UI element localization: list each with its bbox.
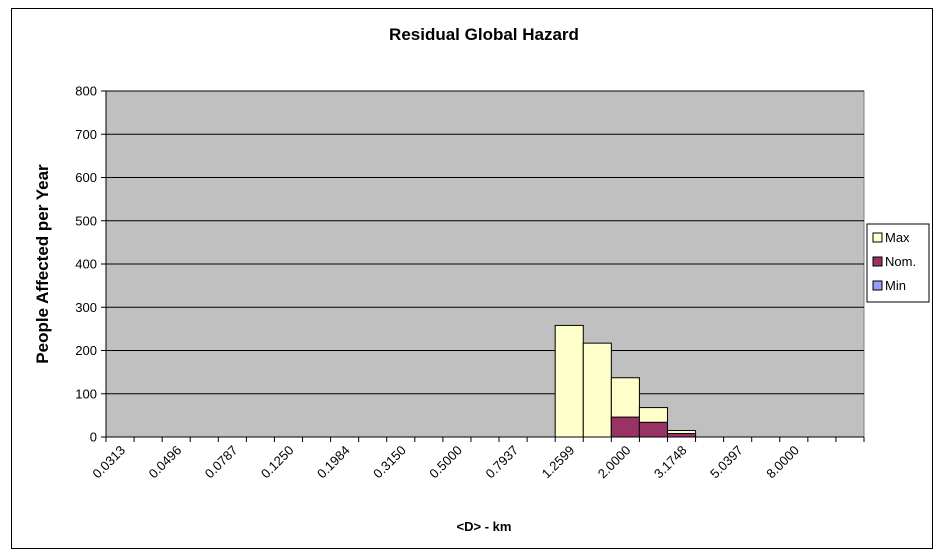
plot-area: 0 100 200 300 400 500 600 700 800 0.0313 0.0496 0.0… [75, 84, 865, 482]
y-tick-label: 600 [75, 170, 97, 185]
y-tick-label: 700 [75, 127, 97, 142]
x-tick-label: 0.0496 [146, 443, 185, 482]
bar-nom [638, 421, 668, 438]
legend-swatch-max [872, 232, 883, 243]
x-tick-label: 2.0000 [595, 443, 634, 482]
chart-title: Residual Global Hazard [389, 25, 579, 44]
x-tick-label: 0.3150 [370, 443, 409, 482]
bar-nom [610, 416, 640, 438]
legend-label-min: Min [885, 278, 906, 293]
bar-nom [666, 433, 697, 438]
x-tick-label: 0.1250 [258, 443, 297, 482]
y-tick-label: 800 [75, 84, 97, 99]
x-tick-label: 5.0397 [707, 443, 746, 482]
legend-label-max: Max [885, 230, 910, 245]
x-tick-label: 0.0787 [202, 443, 241, 482]
y-tick-label: 400 [75, 257, 97, 272]
x-tick-label: 0.7937 [482, 443, 521, 482]
legend-swatch-min [872, 280, 883, 291]
y-tick-label: 500 [75, 213, 97, 228]
legend-label-nom: Nom. [885, 254, 916, 269]
x-axis-label: <D> - km [457, 519, 512, 534]
y-axis-label: People Affected per Year [33, 164, 52, 364]
x-tick-label: 0.0313 [89, 443, 128, 482]
x-tick-label: 1.2599 [539, 443, 578, 482]
y-tick-label: 0 [90, 430, 97, 445]
bar-max [582, 342, 612, 438]
x-tick-label: 0.5000 [426, 443, 465, 482]
x-tick-label: 0.1984 [314, 443, 353, 482]
legend-swatch-nom [872, 256, 883, 267]
y-tick-label: 200 [75, 343, 97, 358]
y-tick-label: 100 [75, 386, 97, 401]
x-tick-label: 3.1748 [651, 443, 690, 482]
y-tick-label: 300 [75, 300, 97, 315]
legend: Max Nom. Min [866, 223, 930, 303]
bar-max [554, 324, 584, 438]
x-tick-label: 8.0000 [763, 443, 802, 482]
